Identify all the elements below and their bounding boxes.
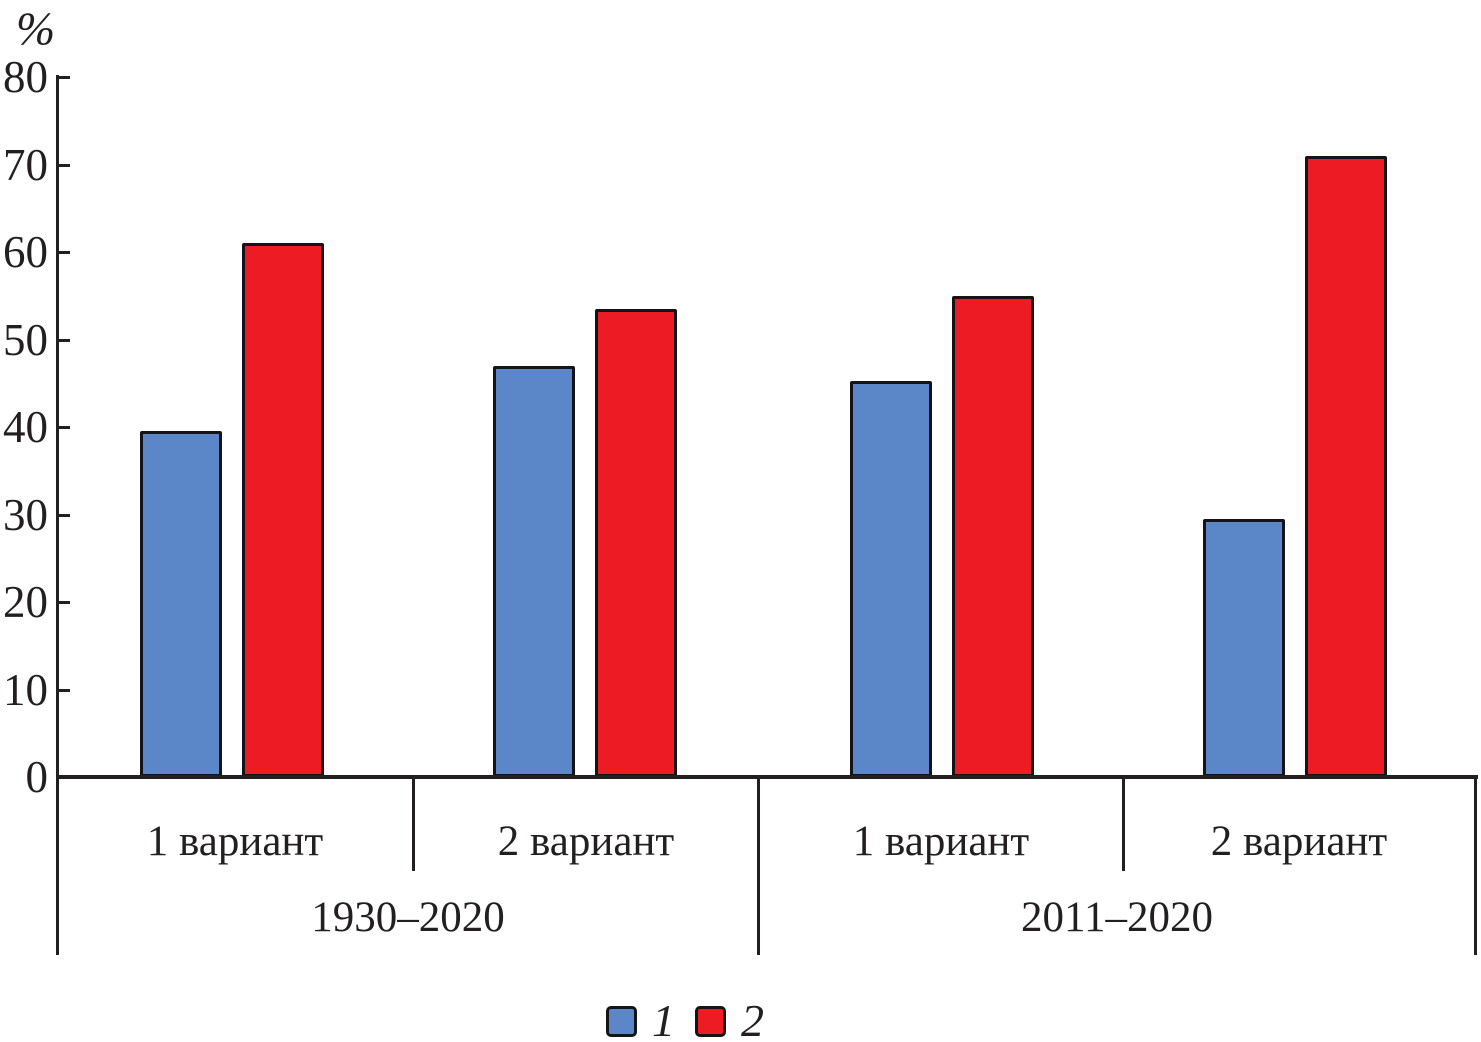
y-tick xyxy=(57,251,70,254)
period-label-1: 1930–2020 xyxy=(311,894,505,941)
y-tick-label: 40 xyxy=(3,402,48,452)
category-label-1: 1 вариант xyxy=(146,818,324,865)
y-tick-label: 60 xyxy=(3,227,48,277)
y-tick xyxy=(57,164,70,167)
legend-item-1: 1 xyxy=(606,998,675,1042)
category-label-4: 2 вариант xyxy=(1210,818,1388,865)
right-border-line xyxy=(1474,777,1477,955)
bar-group4-series2 xyxy=(1305,156,1387,777)
cat-separator-2 xyxy=(1122,777,1125,871)
cat-separator-1 xyxy=(412,777,415,871)
y-tick-label: 0 xyxy=(25,752,49,802)
bar-group3-series1 xyxy=(850,381,932,777)
legend-swatch-series2 xyxy=(695,1005,726,1037)
y-tick-label: 30 xyxy=(3,490,48,540)
y-tick xyxy=(57,76,70,79)
legend-label: 2 xyxy=(741,995,764,1042)
y-tick xyxy=(57,689,70,692)
y-axis-unit-label: % xyxy=(16,3,56,55)
bar-group1-series1 xyxy=(140,431,222,777)
bar-group1-series2 xyxy=(242,243,324,777)
category-label-2: 2 вариант xyxy=(497,818,675,865)
bar-group2-series1 xyxy=(493,366,575,777)
y-tick-label: 10 xyxy=(3,665,48,715)
legend-label: 1 xyxy=(652,995,675,1042)
y-tick-label: 20 xyxy=(3,577,48,627)
bar-group3-series2 xyxy=(952,296,1034,777)
y-tick xyxy=(57,426,70,429)
bar-group2-series2 xyxy=(595,309,677,777)
legend-swatch-series1 xyxy=(606,1005,637,1037)
y-tick-label: 70 xyxy=(3,140,48,190)
y-tick xyxy=(57,514,70,517)
bar-group4-series1 xyxy=(1203,519,1285,777)
y-tick xyxy=(57,339,70,342)
category-label-3: 1 вариант xyxy=(852,818,1030,865)
x-axis-line xyxy=(56,775,1478,779)
y-tick-label: 50 xyxy=(3,315,48,365)
period-separator xyxy=(757,777,760,955)
y-tick xyxy=(57,601,70,604)
period-label-2: 2011–2020 xyxy=(1021,894,1213,941)
legend-item-2: 2 xyxy=(695,998,764,1042)
y-tick-label: 80 xyxy=(3,52,48,102)
